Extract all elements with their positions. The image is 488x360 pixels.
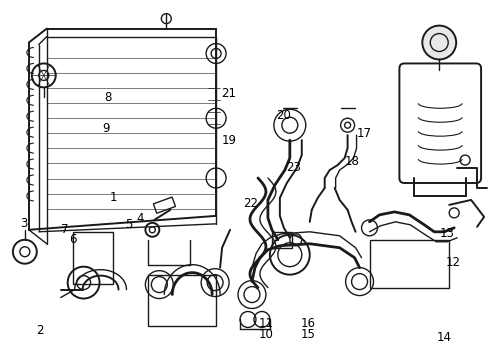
Text: 21: 21: [221, 87, 236, 100]
Text: 15: 15: [300, 328, 315, 341]
Text: 13: 13: [438, 227, 453, 240]
Text: 20: 20: [275, 109, 290, 122]
Text: 18: 18: [344, 155, 358, 168]
Text: 1: 1: [109, 191, 117, 204]
Text: 22: 22: [243, 197, 257, 210]
Text: 4: 4: [136, 212, 143, 225]
Text: 3: 3: [20, 216, 28, 230]
Text: 9: 9: [102, 122, 109, 135]
Bar: [148, 275, 216, 327]
Text: 19: 19: [221, 134, 236, 147]
Text: 17: 17: [356, 127, 370, 140]
Bar: [369, 240, 448, 288]
Text: 10: 10: [259, 328, 273, 341]
Bar: [153, 197, 175, 213]
Text: 8: 8: [104, 91, 112, 104]
Text: 5: 5: [124, 218, 132, 231]
Bar: [73, 232, 112, 284]
Text: 14: 14: [436, 331, 451, 344]
Text: 6: 6: [69, 233, 77, 246]
Bar: [271, 232, 291, 248]
Text: 11: 11: [258, 317, 273, 330]
Circle shape: [422, 26, 455, 59]
Text: 23: 23: [285, 161, 300, 174]
Text: 16: 16: [300, 317, 315, 330]
Text: 12: 12: [445, 256, 460, 269]
Text: 7: 7: [61, 223, 68, 236]
Text: 2: 2: [36, 324, 43, 337]
